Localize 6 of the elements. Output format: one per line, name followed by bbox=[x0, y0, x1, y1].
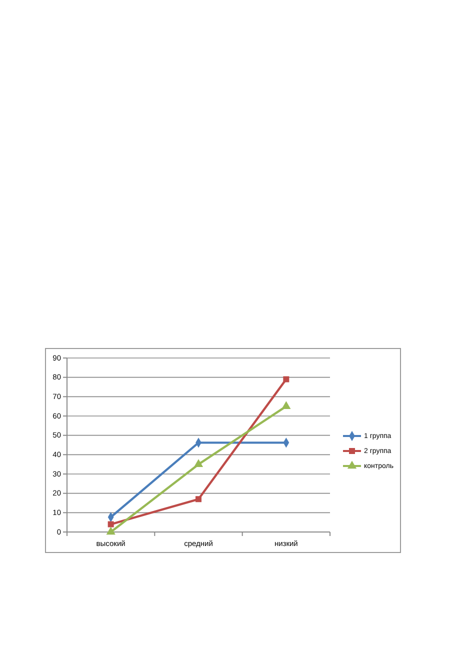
point bbox=[283, 376, 290, 382]
point bbox=[196, 496, 202, 502]
point bbox=[194, 459, 204, 467]
point bbox=[282, 401, 291, 409]
point bbox=[106, 526, 116, 535]
point bbox=[108, 521, 114, 528]
